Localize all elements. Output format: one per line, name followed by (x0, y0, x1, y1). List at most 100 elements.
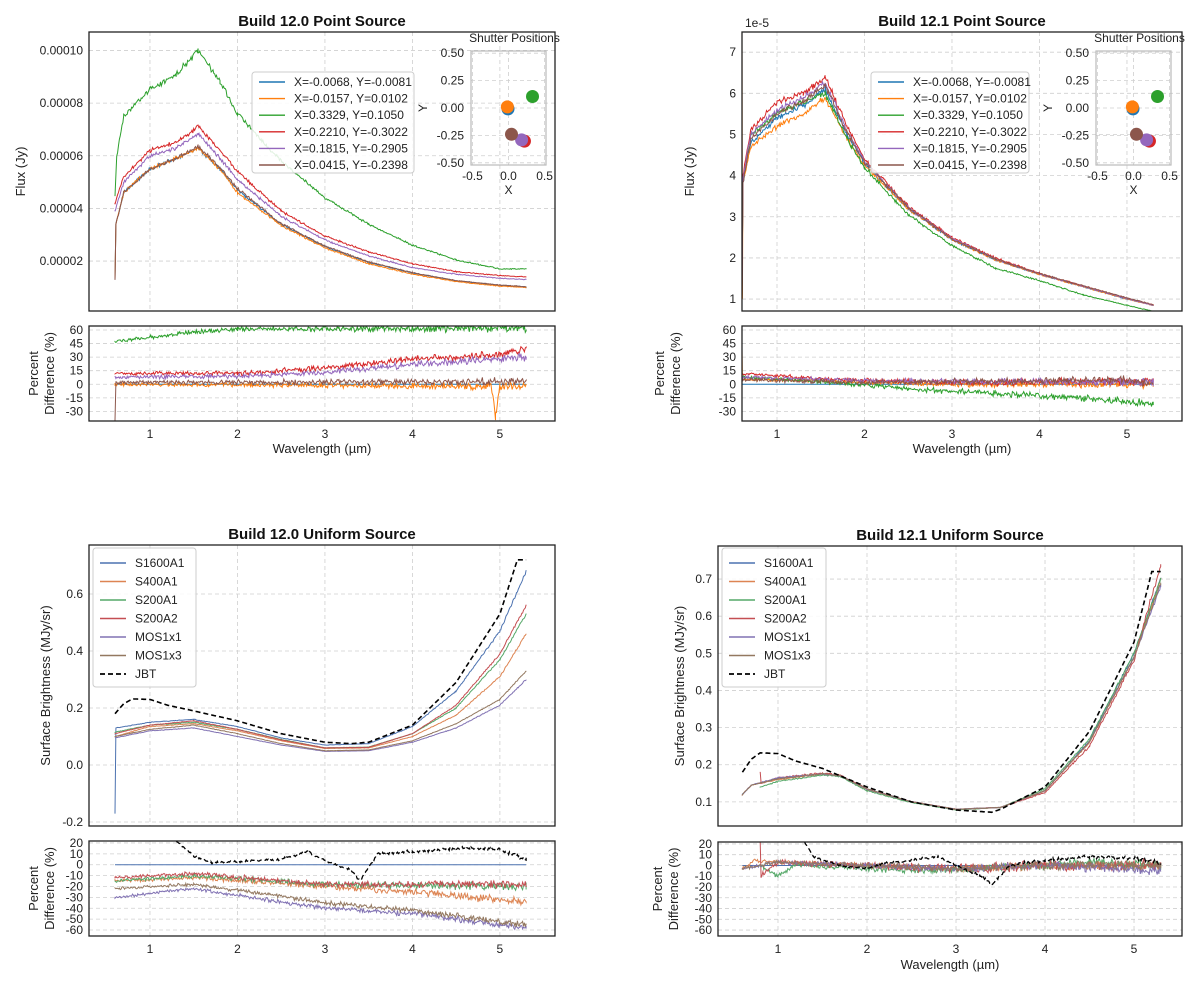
plot-area (114, 326, 527, 421)
y-tick-label: 0.0 (66, 758, 83, 772)
legend: X=-0.0068, Y=-0.0081 X=-0.0157, Y=0.0102 X… (251, 71, 415, 174)
residual-line-s200a2 (114, 870, 527, 890)
shutter-position-marker (1140, 133, 1154, 147)
legend-label: MOS1x3 (135, 649, 182, 663)
residual-y-axis-label: Difference (%) (666, 848, 681, 931)
y-tick-label: 0.00006 (40, 149, 84, 163)
shutter-position-marker (1125, 100, 1139, 114)
axes-frame (88, 544, 556, 827)
legend-box (251, 71, 415, 174)
chart-title: Build 12.0 Uniform Source (228, 526, 416, 543)
plot-area (742, 327, 1154, 408)
inset-y-tick-label: 0.00 (441, 101, 465, 115)
plot-area (500, 89, 540, 148)
legend-label: S1600A1 (135, 556, 185, 570)
y-tick-label: 6 (729, 86, 736, 100)
series-line-mos1x3 (114, 670, 527, 752)
residual-axes-3 (717, 841, 1183, 937)
y-tick-label: -30 (66, 890, 84, 904)
legend-label: X=0.1815, Y=-0.2905 (294, 141, 408, 155)
chart-title: Build 12.0 Point Source (238, 13, 406, 30)
legend-label: X=-0.0068, Y=-0.0081 (294, 75, 412, 89)
legend-label: X=0.2210, Y=-0.3022 (294, 125, 408, 139)
legend-label: X=0.3329, Y=0.1050 (913, 108, 1023, 122)
y-tick-label: 45 (723, 337, 737, 351)
plot-area (1125, 89, 1165, 148)
inset-y-tick-label: 0.25 (441, 74, 465, 88)
series-line-x-0-3329-y-0-1050 (742, 90, 1154, 311)
y-tick-label: -20 (66, 879, 84, 893)
shutter-position-marker (504, 127, 518, 141)
x-tick-label: 5 (1131, 942, 1138, 956)
inset-x-label: X (1129, 183, 1137, 197)
grid (742, 326, 1182, 421)
y-tick-label: -30 (66, 404, 84, 418)
inset-title: Shutter Positions (1094, 31, 1185, 45)
y-axis-label: Flux (Jy) (682, 147, 697, 197)
residual-y-axis-label: Difference (%) (668, 332, 683, 415)
y-tick-label: 0.00010 (40, 43, 84, 57)
residual-line-jbt (175, 841, 527, 882)
y-tick-label: -60 (66, 923, 84, 937)
shutter-position-marker (1151, 89, 1165, 103)
residual-y-axis-label: Difference (%) (42, 847, 57, 930)
series-line-x-0-1815-y-0-2905 (114, 132, 527, 281)
legend: X=-0.0068, Y=-0.0081 X=-0.0157, Y=0.0102 X… (870, 71, 1031, 174)
y-tick-label: 2 (729, 251, 736, 265)
legend-label: S200A1 (764, 593, 807, 607)
main-axes-2 (88, 544, 556, 827)
legend-label: MOS1x1 (764, 630, 811, 644)
shutter-position-marker (500, 100, 514, 114)
series-line-x-0-0415-y-0-2398 (114, 144, 527, 288)
y-tick-label: 60 (70, 323, 84, 337)
axes-frame (741, 31, 1183, 312)
y-tick-label: -10 (66, 869, 84, 883)
y-tick-label: -60 (695, 923, 713, 937)
inset-y-tick-label: 0.50 (441, 46, 465, 60)
legend-label: X=0.2210, Y=-0.3022 (913, 125, 1027, 139)
inset-x-tick-label: 0.5 (1161, 169, 1178, 183)
axes-frame (717, 545, 1183, 827)
axes-frame (717, 841, 1183, 937)
residual-line-jbt (804, 842, 1162, 888)
inset-x-label: X (504, 183, 512, 197)
plot-area (114, 841, 527, 931)
series-line-jbt (741, 570, 1161, 814)
residual-line-x-0-2210-y-0-3022 (114, 345, 527, 378)
y-tick-label: 0 (705, 858, 712, 872)
x-tick-label: 4 (409, 942, 416, 956)
y-tick-label: 0.5 (695, 646, 712, 660)
legend-label: JBT (764, 667, 786, 681)
legend: S1600A1 S400A1 S200A1 S200A2 MOS1x1 MOS1x3 JBT (721, 547, 827, 688)
inset-y-tick-label: -0.50 (437, 156, 465, 170)
legend-label: JBT (135, 667, 157, 681)
legend-label: S1600A1 (764, 556, 814, 570)
plot-area (114, 48, 527, 289)
legend-label: X=-0.0157, Y=0.0102 (294, 92, 408, 106)
axes-frame (741, 325, 1183, 422)
series-line-s200a2 (114, 604, 527, 749)
residual-line-x-0-0415-y-0-2398 (742, 375, 1154, 387)
y-tick-label: 60 (723, 323, 737, 337)
y-tick-label: -15 (66, 391, 84, 405)
residual-line-s200a1 (759, 857, 1162, 878)
residual-y-axis-label: Percent (26, 351, 41, 396)
y-tick-label: 0.00004 (40, 201, 84, 215)
x-tick-label: 3 (949, 427, 956, 441)
y-tick-label: -40 (695, 902, 713, 916)
inset-y-tick-label: -0.50 (1062, 156, 1090, 170)
legend-label: S400A1 (764, 575, 807, 589)
shutter-position-marker (1129, 127, 1143, 141)
inset-y-label: Y (1041, 104, 1055, 112)
y-axis-label: Surface Brightness (MJy/sr) (38, 605, 53, 765)
y-tick-label: 0.1 (695, 795, 712, 809)
inset-frame (1095, 50, 1172, 166)
y-tick-label: 15 (70, 364, 84, 378)
legend-label: MOS1x1 (135, 630, 182, 644)
x-tick-label: 3 (322, 942, 329, 956)
y-tick-label: 4 (729, 169, 736, 183)
x-axis-label: Wavelength (µm) (901, 957, 1000, 972)
x-tick-label: 3 (953, 942, 960, 956)
x-tick-label: 2 (234, 942, 241, 956)
